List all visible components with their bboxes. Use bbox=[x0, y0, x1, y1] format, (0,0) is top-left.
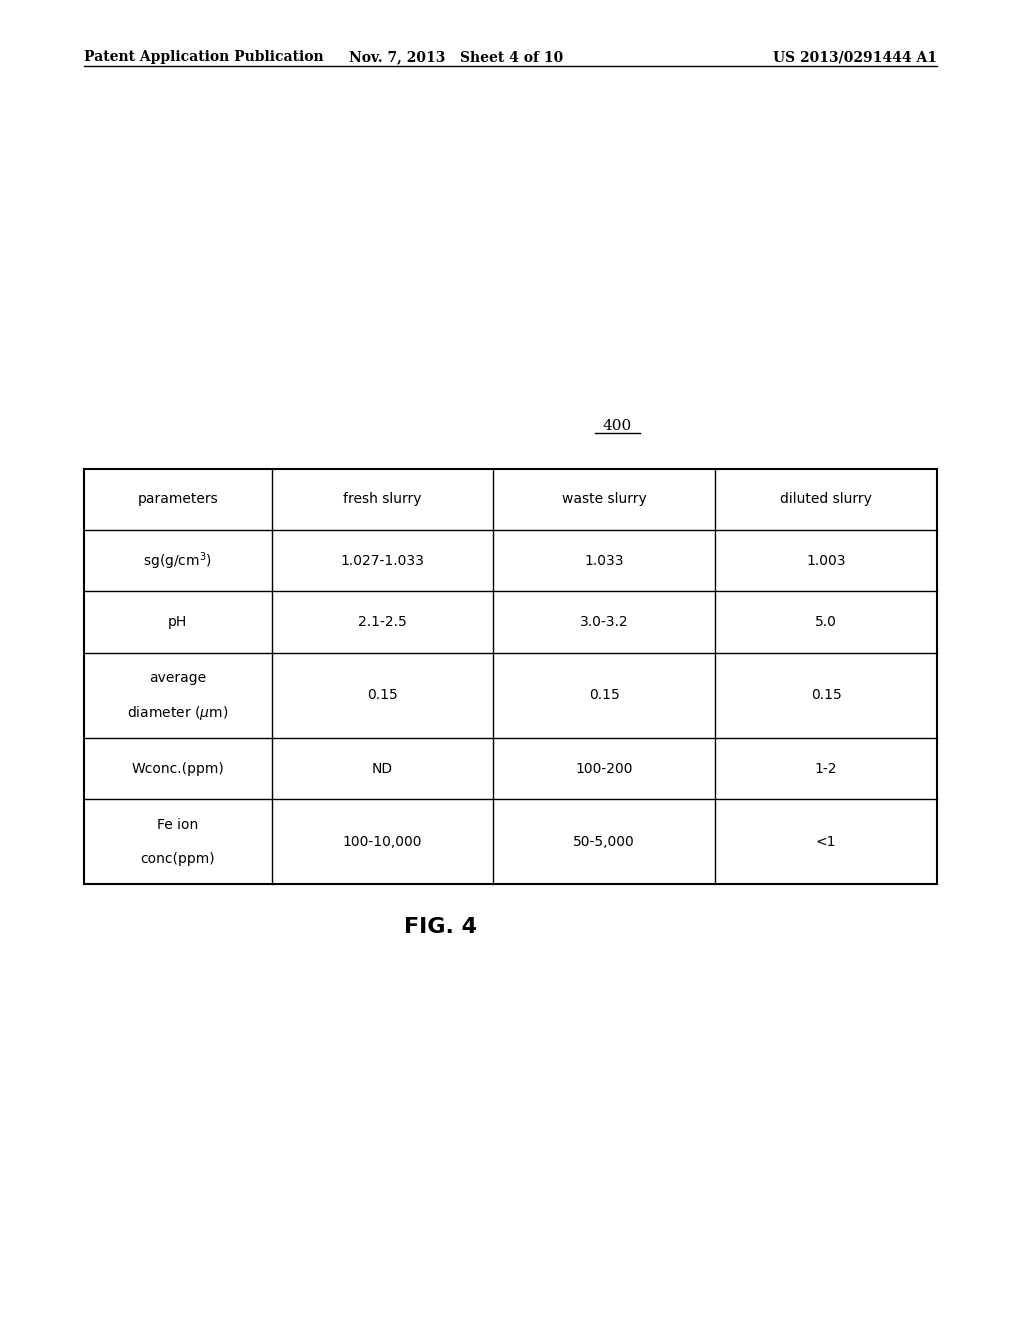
Text: 0.15: 0.15 bbox=[811, 689, 842, 702]
Text: diameter ($\mu$m): diameter ($\mu$m) bbox=[127, 704, 228, 722]
Text: diluted slurry: diluted slurry bbox=[780, 492, 872, 507]
Text: 0.15: 0.15 bbox=[589, 689, 620, 702]
Text: 2.1-2.5: 2.1-2.5 bbox=[358, 615, 407, 630]
Text: average: average bbox=[150, 672, 207, 685]
Text: Nov. 7, 2013   Sheet 4 of 10: Nov. 7, 2013 Sheet 4 of 10 bbox=[348, 50, 563, 65]
Text: 100-10,000: 100-10,000 bbox=[343, 834, 422, 849]
Text: Fe ion: Fe ion bbox=[157, 817, 199, 832]
Text: ND: ND bbox=[372, 762, 393, 776]
Text: 100-200: 100-200 bbox=[575, 762, 633, 776]
Text: 1.033: 1.033 bbox=[585, 553, 624, 568]
Text: FIG. 4: FIG. 4 bbox=[403, 917, 477, 937]
Text: 1.027-1.033: 1.027-1.033 bbox=[341, 553, 425, 568]
Text: 1.003: 1.003 bbox=[806, 553, 846, 568]
Text: conc(ppm): conc(ppm) bbox=[140, 851, 215, 866]
Text: Patent Application Publication: Patent Application Publication bbox=[84, 50, 324, 65]
Text: fresh slurry: fresh slurry bbox=[343, 492, 422, 507]
Text: 0.15: 0.15 bbox=[368, 689, 398, 702]
Text: 1-2: 1-2 bbox=[815, 762, 838, 776]
Text: waste slurry: waste slurry bbox=[562, 492, 647, 507]
Text: 3.0-3.2: 3.0-3.2 bbox=[580, 615, 629, 630]
Text: 50-5,000: 50-5,000 bbox=[573, 834, 635, 849]
Text: US 2013/0291444 A1: US 2013/0291444 A1 bbox=[773, 50, 937, 65]
Text: 400: 400 bbox=[603, 418, 632, 433]
Text: sg(g/cm$^3$): sg(g/cm$^3$) bbox=[143, 550, 212, 572]
Text: 5.0: 5.0 bbox=[815, 615, 837, 630]
Text: parameters: parameters bbox=[137, 492, 218, 507]
Text: <1: <1 bbox=[816, 834, 837, 849]
Text: pH: pH bbox=[168, 615, 187, 630]
Text: Wconc.(ppm): Wconc.(ppm) bbox=[131, 762, 224, 776]
